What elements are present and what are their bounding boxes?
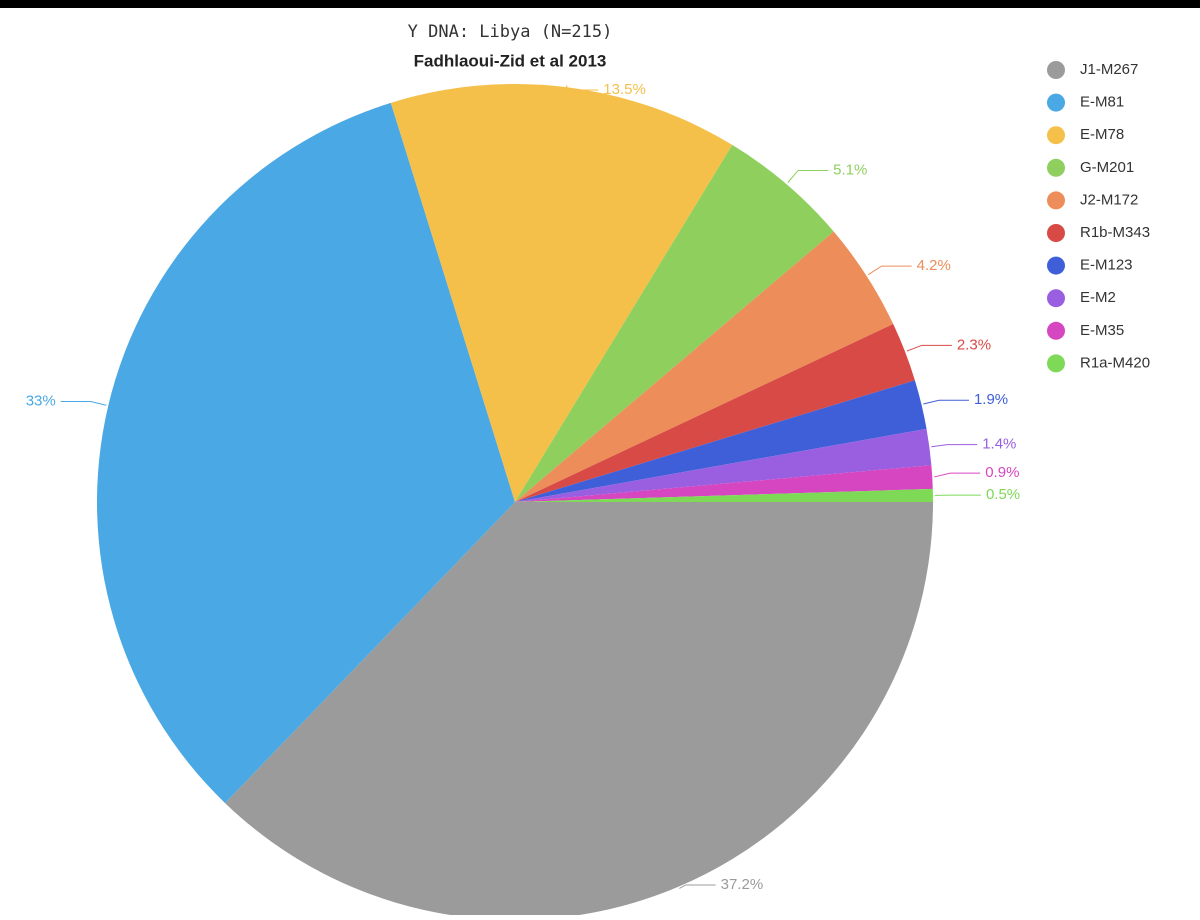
legend-label: E-M81: [1080, 94, 1124, 111]
legend-swatch: [1047, 257, 1065, 275]
legend-label: J1-M267: [1080, 61, 1138, 78]
slice-label: 13.5%: [603, 81, 646, 98]
legend-swatch: [1047, 224, 1065, 242]
legend-label: E-M2: [1080, 289, 1116, 306]
slice-label: 37.2%: [721, 876, 764, 893]
slice-label: 0.5%: [986, 486, 1020, 503]
legend-swatch: [1047, 94, 1065, 112]
top-bar: [0, 0, 1200, 8]
leader-line: [923, 400, 969, 404]
slice-label: 33%: [26, 393, 56, 410]
chart-subtitle: Fadhlaoui-Zid et al 2013: [414, 51, 607, 70]
leader-line: [907, 345, 952, 351]
legend-label: R1b-M343: [1080, 224, 1150, 241]
slice-label: 2.3%: [957, 336, 991, 353]
legend-label: J2-M172: [1080, 191, 1138, 208]
legend-swatch: [1047, 354, 1065, 372]
legend-label: E-M35: [1080, 322, 1124, 339]
legend-label: E-M123: [1080, 257, 1133, 274]
leader-line: [679, 885, 715, 888]
slice-label: 1.9%: [974, 391, 1008, 408]
chart-title: Y DNA: Libya (N=215): [408, 22, 613, 42]
legend-swatch: [1047, 289, 1065, 307]
legend-swatch: [1047, 322, 1065, 340]
legend-swatch: [1047, 191, 1065, 209]
legend-label: G-M201: [1080, 159, 1134, 176]
legend-swatch: [1047, 126, 1065, 144]
leader-line: [931, 445, 977, 447]
leader-line: [868, 266, 911, 275]
pie: [97, 84, 933, 915]
legend-swatch: [1047, 159, 1065, 177]
slice-label: 5.1%: [833, 161, 867, 178]
legend-label: E-M78: [1080, 126, 1124, 143]
leader-line: [788, 170, 828, 182]
legend-label: R1a-M420: [1080, 354, 1150, 371]
slice-label: 0.9%: [985, 464, 1019, 481]
slice-label: 4.2%: [917, 257, 951, 274]
leader-line: [61, 402, 107, 406]
leader-line: [934, 473, 980, 477]
legend-swatch: [1047, 61, 1065, 79]
legend: J1-M267 E-M81 E-M78 G-M201 J2-M172 R1b-M343 E-…: [1047, 61, 1150, 372]
slice-label: 1.4%: [982, 436, 1016, 453]
